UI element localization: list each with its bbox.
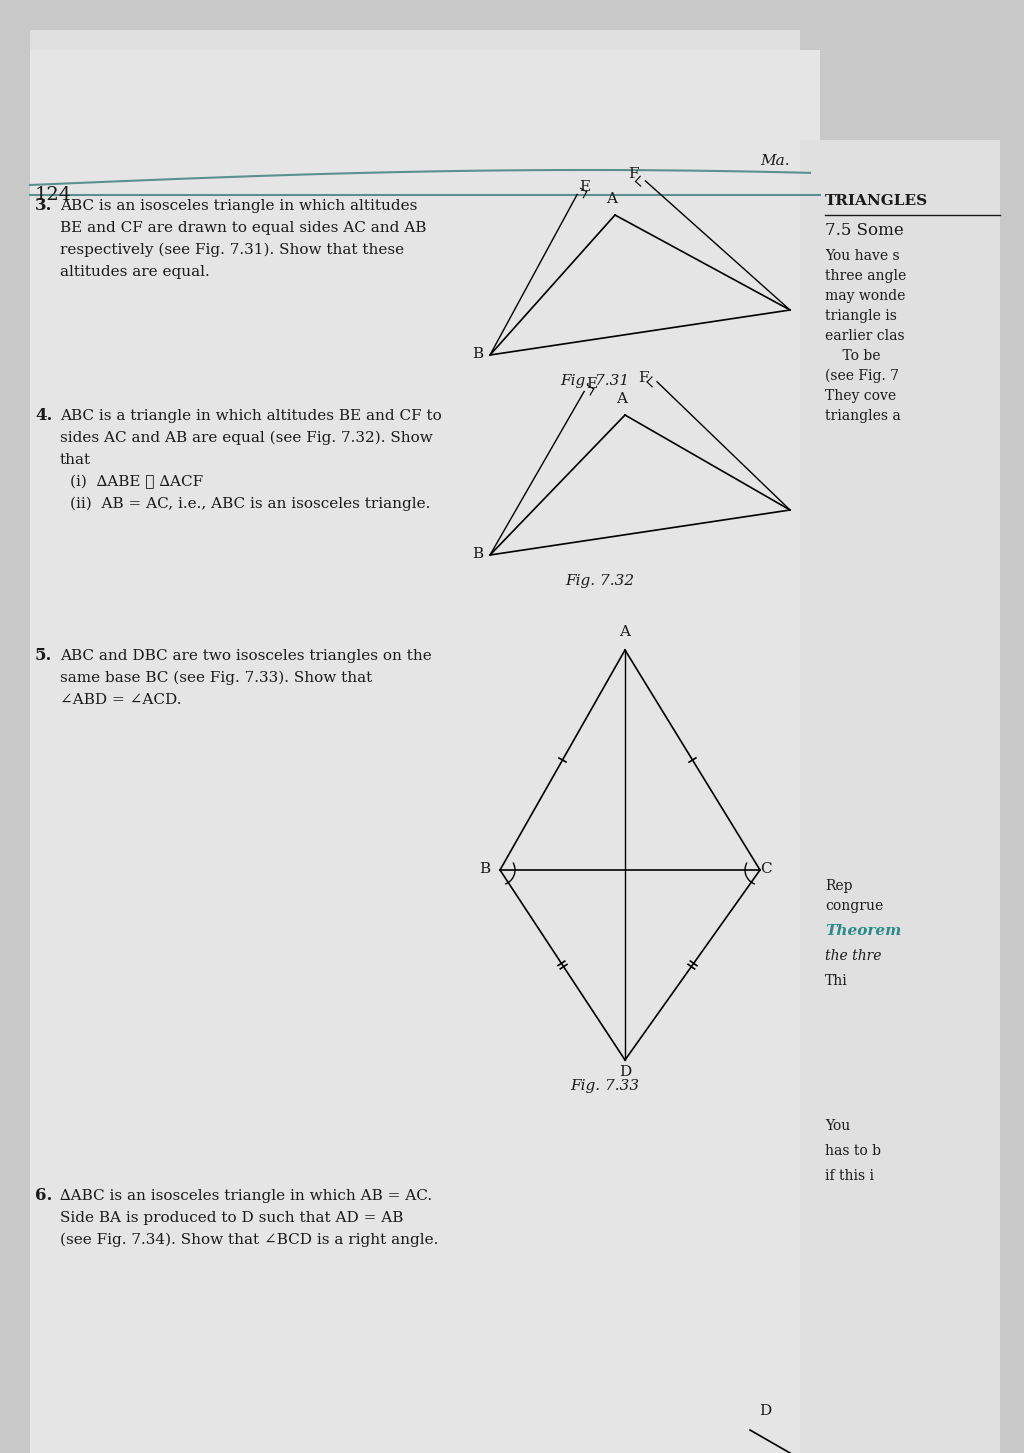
Text: 5.: 5. — [35, 647, 52, 664]
Text: Fig. 7.33: Fig. 7.33 — [570, 1080, 639, 1093]
Text: (see Fig. 7: (see Fig. 7 — [825, 369, 899, 384]
Text: earlier clas: earlier clas — [825, 328, 904, 343]
Text: if this i: if this i — [825, 1170, 874, 1183]
Text: triangles a: triangles a — [825, 408, 901, 423]
Text: Side BA is produced to D such that AD = AB: Side BA is produced to D such that AD = … — [60, 1210, 403, 1225]
Text: You have s: You have s — [825, 248, 900, 263]
Text: sides AC and AB are equal (see Fig. 7.32). Show: sides AC and AB are equal (see Fig. 7.32… — [60, 430, 433, 445]
Text: the thre: the thre — [825, 949, 882, 963]
Text: has to b: has to b — [825, 1144, 881, 1158]
Text: altitudes are equal.: altitudes are equal. — [60, 264, 210, 279]
Text: To be: To be — [825, 349, 881, 363]
Text: Rep: Rep — [825, 879, 853, 894]
Text: Theorem: Theorem — [825, 924, 901, 939]
Polygon shape — [30, 49, 820, 1453]
Text: F: F — [638, 371, 648, 385]
Polygon shape — [30, 31, 800, 1453]
Text: respectively (see Fig. 7.31). Show that these: respectively (see Fig. 7.31). Show that … — [60, 243, 404, 257]
Text: Ma.: Ma. — [760, 154, 790, 169]
Text: E: E — [580, 180, 591, 195]
Text: A: A — [616, 392, 628, 405]
Text: that: that — [60, 453, 91, 466]
Text: They cove: They cove — [825, 389, 896, 402]
Text: B: B — [472, 347, 483, 360]
Text: C: C — [761, 862, 772, 876]
Text: ∠ABD = ∠ACD.: ∠ABD = ∠ACD. — [60, 693, 181, 708]
Text: F: F — [628, 167, 639, 182]
Text: (ii)  AB = AC, i.e., ABC is an isosceles triangle.: (ii) AB = AC, i.e., ABC is an isosceles … — [70, 497, 430, 511]
Text: three angle: three angle — [825, 269, 906, 283]
Text: may wonde: may wonde — [825, 289, 905, 304]
Text: ABC and DBC are two isosceles triangles on the: ABC and DBC are two isosceles triangles … — [60, 649, 432, 663]
Text: Fig. 7.31: Fig. 7.31 — [560, 373, 629, 388]
Text: 7.5 Some: 7.5 Some — [825, 222, 909, 238]
Text: A: A — [606, 192, 617, 206]
Text: D: D — [759, 1404, 771, 1418]
Text: same base BC (see Fig. 7.33). Show that: same base BC (see Fig. 7.33). Show that — [60, 671, 373, 684]
Text: (i)  ∆ABE ≅ ∆ACF: (i) ∆ABE ≅ ∆ACF — [70, 475, 203, 490]
Text: A: A — [620, 625, 631, 639]
Text: triangle is: triangle is — [825, 309, 901, 323]
Text: congrue: congrue — [825, 899, 884, 912]
Text: TRIANGLES: TRIANGLES — [825, 195, 928, 208]
Text: ABC is an isosceles triangle in which altitudes: ABC is an isosceles triangle in which al… — [60, 199, 418, 214]
Polygon shape — [800, 139, 1000, 1453]
Text: You: You — [825, 1119, 850, 1133]
Text: 6.: 6. — [35, 1187, 52, 1205]
Text: Fig. 7.32: Fig. 7.32 — [565, 574, 634, 588]
Text: (see Fig. 7.34). Show that ∠BCD is a right angle.: (see Fig. 7.34). Show that ∠BCD is a rig… — [60, 1232, 438, 1247]
Text: D: D — [618, 1065, 631, 1080]
Text: B: B — [479, 862, 490, 876]
Text: E: E — [587, 378, 598, 391]
Text: 4.: 4. — [35, 407, 52, 424]
Text: BE and CF are drawn to equal sides AC and AB: BE and CF are drawn to equal sides AC an… — [60, 221, 426, 235]
Text: 124: 124 — [35, 186, 72, 203]
Text: B: B — [472, 546, 483, 561]
Text: ABC is a triangle in which altitudes BE and CF to: ABC is a triangle in which altitudes BE … — [60, 408, 441, 423]
Text: Thi: Thi — [825, 974, 848, 988]
Text: 3.: 3. — [35, 198, 52, 214]
Text: ∆ABC is an isosceles triangle in which AB = AC.: ∆ABC is an isosceles triangle in which A… — [60, 1189, 432, 1203]
